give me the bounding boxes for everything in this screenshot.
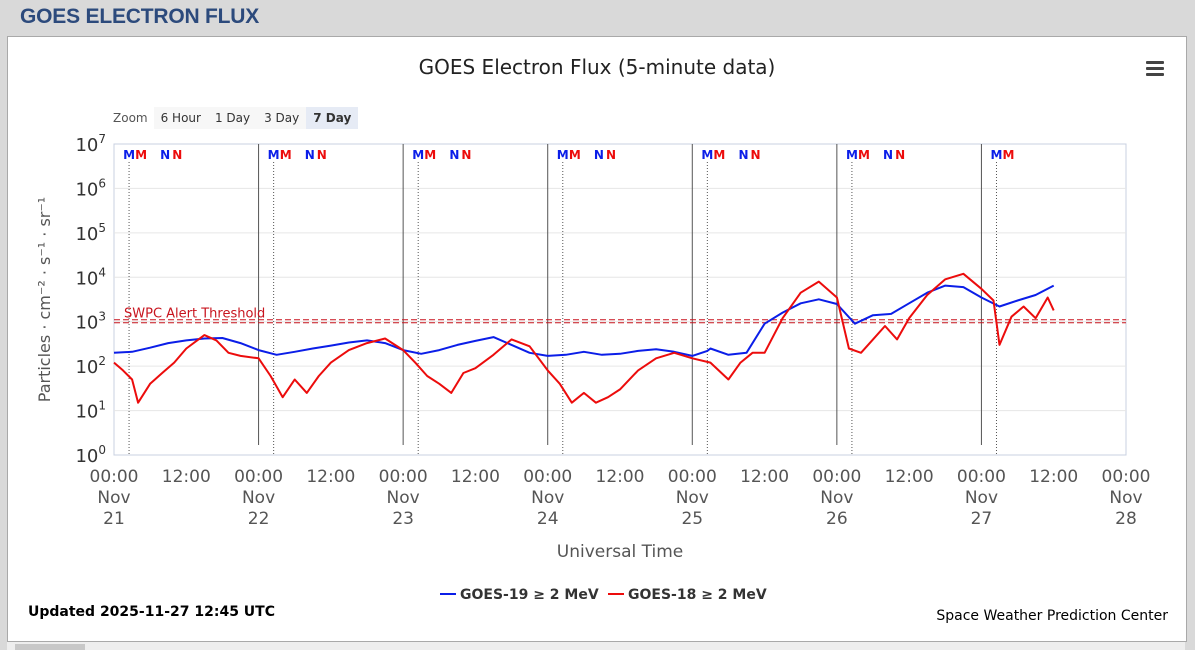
marker-label-m: M xyxy=(1003,148,1015,162)
x-tick-day: 28 xyxy=(1115,509,1137,529)
x-tick-month: Nov xyxy=(965,488,998,508)
x-tick-day: 26 xyxy=(826,509,848,529)
y-tick-label: 102 xyxy=(75,354,106,378)
x-tick-month: Nov xyxy=(1109,488,1142,508)
x-axis-title: Universal Time xyxy=(557,542,683,562)
marker-label-m: M xyxy=(569,148,581,162)
x-tick-time: 12:00 xyxy=(306,467,355,487)
horizontal-scrollbar[interactable] xyxy=(7,642,1185,650)
x-tick-time: 12:00 xyxy=(885,467,934,487)
y-tick-label: 107 xyxy=(75,132,106,156)
x-tick-month: Nov xyxy=(531,488,564,508)
plot-area xyxy=(113,143,1127,456)
zoom-1-day-button[interactable]: 1 Day xyxy=(207,107,258,129)
x-tick-time: 00:00 xyxy=(957,467,1006,487)
marker-label-m: M xyxy=(701,148,713,162)
page-title: GOES ELECTRON FLUX xyxy=(20,5,260,28)
zoom-controls: Zoom 6 Hour 1 Day 3 Day 7 Day xyxy=(113,106,359,130)
x-tick-time: 12:00 xyxy=(596,467,645,487)
marker-label-n: N xyxy=(305,148,315,162)
marker-label-m: M xyxy=(268,148,280,162)
marker-label-n: N xyxy=(449,148,459,162)
marker-label-n: N xyxy=(160,148,170,162)
x-tick-day: 24 xyxy=(537,509,559,529)
series-line-goes18 xyxy=(113,272,1055,404)
x-tick-month: Nov xyxy=(242,488,275,508)
x-tick-time: 00:00 xyxy=(668,467,717,487)
zoom-7-day-button[interactable]: 7 Day xyxy=(306,107,359,129)
marker-label-n: N xyxy=(751,148,761,162)
y-axis-title: Particles · cm⁻² · s⁻¹ · sr⁻¹ xyxy=(35,197,54,402)
x-tick-day: 27 xyxy=(971,509,993,529)
threshold-label: SWPC Alert Threshold xyxy=(124,307,265,322)
x-tick-day: 23 xyxy=(392,509,414,529)
updated-timestamp: Updated 2025-11-27 12:45 UTC xyxy=(28,604,275,620)
marker-label-m: M xyxy=(713,148,725,162)
y-tick-label: 104 xyxy=(75,265,106,289)
x-tick-time: 12:00 xyxy=(162,467,211,487)
marker-label-n: N xyxy=(606,148,616,162)
x-tick-day: 22 xyxy=(248,509,270,529)
marker-label-n: N xyxy=(883,148,893,162)
x-tick-time: 00:00 xyxy=(523,467,572,487)
series-line-goes19 xyxy=(113,284,1055,357)
marker-label-m: M xyxy=(424,148,436,162)
marker-label-m: M xyxy=(991,148,1003,162)
marker-label-m: M xyxy=(858,148,870,162)
y-tick-label: 106 xyxy=(75,176,106,200)
marker-label-m: M xyxy=(412,148,424,162)
marker-label-n: N xyxy=(317,148,327,162)
marker-label-m: M xyxy=(135,148,147,162)
y-tick-label: 100 xyxy=(75,443,106,467)
marker-label-m: M xyxy=(280,148,292,162)
x-tick-month: Nov xyxy=(387,488,420,508)
x-tick-time: 00:00 xyxy=(90,467,139,487)
y-tick-label: 103 xyxy=(75,310,106,334)
x-tick-month: Nov xyxy=(676,488,709,508)
zoom-6-hour-button[interactable]: 6 Hour xyxy=(153,107,208,129)
hamburger-menu-icon[interactable] xyxy=(1146,61,1164,77)
zoom-label: Zoom xyxy=(113,111,148,125)
marker-label-n: N xyxy=(594,148,604,162)
x-tick-time: 00:00 xyxy=(234,467,283,487)
x-tick-time: 00:00 xyxy=(379,467,428,487)
x-tick-day: 25 xyxy=(681,509,703,529)
x-tick-time: 12:00 xyxy=(451,467,500,487)
marker-label-n: N xyxy=(895,148,905,162)
scrollbar-thumb[interactable] xyxy=(15,644,85,650)
x-tick-day: 21 xyxy=(103,509,125,529)
marker-label-m: M xyxy=(846,148,858,162)
x-tick-time: 00:00 xyxy=(1102,467,1151,487)
x-tick-month: Nov xyxy=(97,488,130,508)
zoom-3-day-button[interactable]: 3 Day xyxy=(257,107,307,129)
marker-label-n: N xyxy=(172,148,182,162)
x-tick-time: 12:00 xyxy=(1029,467,1078,487)
chart-panel: GOES Electron Flux (5-minute data) Zoom … xyxy=(7,36,1187,642)
legend-item-goes19: GOES-19 ≥ 2 MeV xyxy=(460,587,599,603)
marker-label-n: N xyxy=(738,148,748,162)
legend-item-goes18: GOES-18 ≥ 2 MeV xyxy=(628,587,767,603)
marker-label-m: M xyxy=(123,148,135,162)
chart-title: GOES Electron Flux (5-minute data) xyxy=(418,55,776,79)
x-tick-month: Nov xyxy=(820,488,853,508)
y-tick-label: 101 xyxy=(75,399,106,423)
marker-label-m: M xyxy=(557,148,569,162)
marker-label-n: N xyxy=(461,148,471,162)
y-tick-label: 105 xyxy=(75,221,106,245)
credit-text: Space Weather Prediction Center xyxy=(936,608,1168,624)
x-tick-time: 12:00 xyxy=(740,467,789,487)
x-tick-time: 00:00 xyxy=(812,467,861,487)
